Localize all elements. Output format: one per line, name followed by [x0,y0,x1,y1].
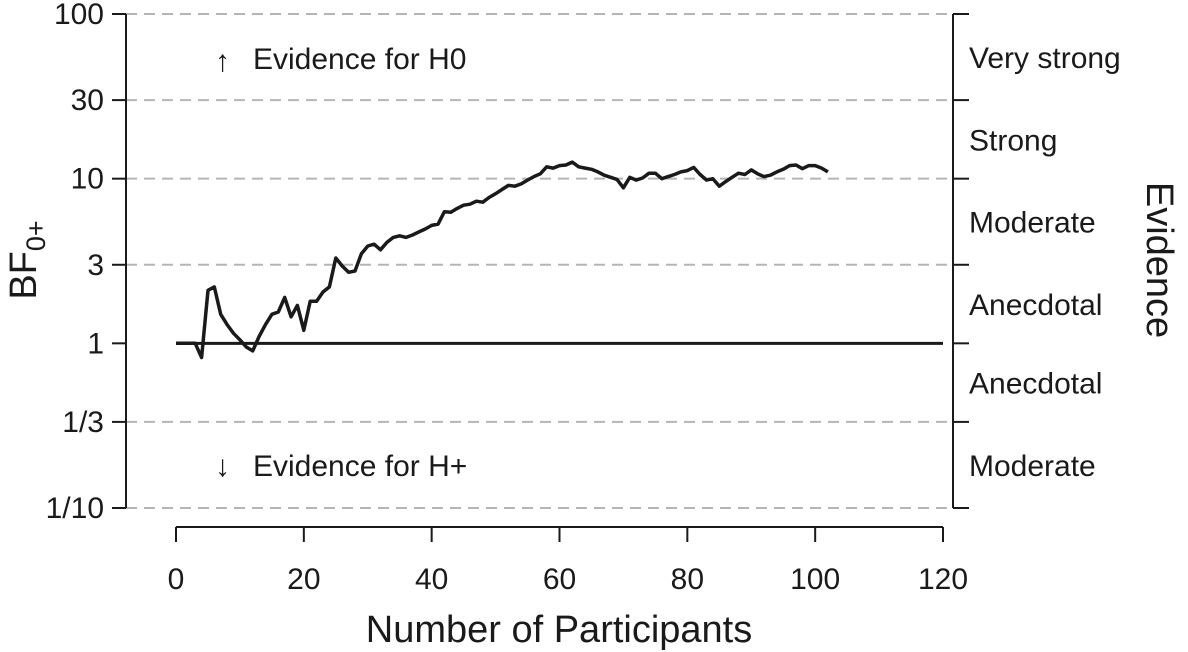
x-tick-label-0: 0 [168,563,185,596]
evidence-label-1: Strong [969,124,1057,157]
gridlines [126,13,953,509]
evidence-label-2: Moderate [969,207,1096,240]
y-tick-label-4: 10 [71,163,104,196]
y-axis-title-main: BF [3,251,45,300]
series-line [176,160,829,360]
x-tick-label-1: 20 [287,563,320,596]
y-tick-label-0: 1/10 [46,492,104,525]
x-tick-label-5: 100 [790,563,840,596]
right-axis-title: Evidence [1138,182,1180,338]
annotation-down-text: Evidence for H+ [253,450,467,483]
annotation-evidence-hplus: ↓ Evidence for H+ [215,450,467,483]
y-tick-label-5: 30 [71,84,104,117]
evidence-label-4: Anecdotal [969,368,1102,401]
evidence-label-5: Moderate [969,450,1096,483]
x-axis: 0 20 40 60 80 100 120 [168,526,968,596]
x-tick-label-3: 60 [543,563,576,596]
y-axis-title: BF0+ [3,220,51,299]
x-tick-label-4: 80 [671,563,704,596]
annotation-evidence-h0: ↑ Evidence for H0 [215,43,466,78]
y-axis-title-subscript: 0+ [21,220,51,251]
arrow-down-icon: ↓ [215,450,230,483]
y-tick-label-3: 3 [87,249,104,282]
x-tick-label-2: 40 [415,563,448,596]
right-evidence-axis: Very strong Strong Moderate Anecdotal Anecdo… [952,13,1121,509]
arrow-up-icon: ↑ [215,45,230,78]
y-tick-label-1: 1/3 [62,406,104,439]
annotation-up-text: Evidence for H0 [253,43,466,76]
y-tick-label-6: 100 [54,0,104,31]
evidence-label-3: Anecdotal [969,289,1102,322]
left-y-axis: 1/10 1/3 1 3 10 30 100 [46,0,127,525]
y-tick-label-2: 1 [87,327,104,360]
x-tick-label-6: 120 [918,563,968,596]
x-axis-title: Number of Participants [366,609,753,651]
evidence-label-0: Very strong [969,42,1121,75]
